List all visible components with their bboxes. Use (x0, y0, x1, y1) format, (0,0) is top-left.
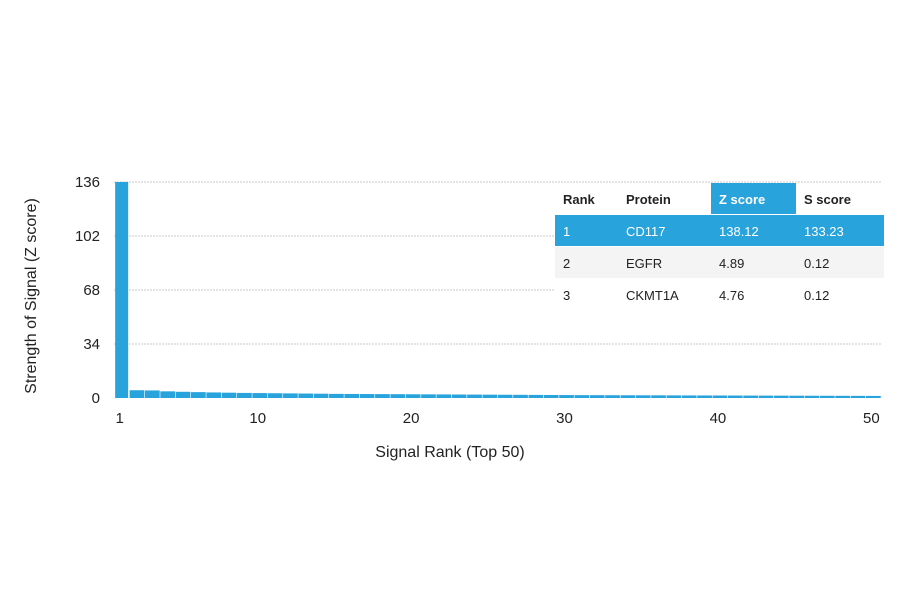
table-header-cell: Protein (626, 192, 671, 207)
table-cell: CKMT1A (626, 288, 679, 303)
x-tick-label: 50 (863, 410, 880, 427)
table-header-cell: S score (804, 192, 851, 207)
bar (129, 390, 145, 398)
bar (359, 394, 375, 398)
table-row (555, 215, 884, 246)
bar (144, 390, 160, 398)
bar (635, 395, 651, 398)
table-row (555, 247, 884, 278)
y-tick-label: 0 (92, 390, 100, 407)
score-table: Rank Protein Z score S score 1 CD117 138.12 133… (555, 183, 884, 310)
y-tick-label: 34 (83, 336, 100, 353)
table-cell: 4.76 (719, 288, 744, 303)
bar (375, 394, 390, 398)
bar (298, 393, 314, 398)
bar (451, 394, 467, 398)
x-tick-label: 30 (556, 410, 573, 427)
y-axis-title: Strength of Signal (Z score) (23, 198, 40, 394)
bar (743, 395, 758, 398)
table-cell: 0.12 (804, 288, 829, 303)
bar (405, 394, 421, 398)
table-header-highlight (711, 183, 796, 214)
bar (421, 394, 436, 398)
bar (252, 393, 268, 398)
bar (206, 392, 222, 398)
table-header-cell: Rank (563, 192, 596, 207)
bar (175, 391, 191, 398)
bar (773, 395, 789, 398)
bar (467, 394, 482, 398)
bar (283, 393, 298, 398)
y-tick-label: 136 (75, 174, 100, 191)
bar (850, 395, 866, 398)
bar (804, 395, 820, 398)
bar (543, 394, 559, 398)
bar (589, 395, 605, 398)
table-cell: 133.23 (804, 224, 844, 239)
x-tick-label: 20 (403, 410, 420, 427)
bar (605, 395, 620, 398)
x-tick-label: 40 (710, 410, 727, 427)
bar (221, 392, 237, 398)
table-cell: CD117 (626, 224, 666, 239)
table-cell: 1 (563, 224, 570, 239)
bar (344, 393, 360, 398)
table-cell: 0.12 (804, 256, 829, 271)
bar (313, 393, 329, 398)
y-tick-label: 68 (83, 282, 100, 299)
bar (865, 395, 881, 398)
table-cell: 2 (563, 256, 570, 271)
bar (559, 395, 574, 398)
bar (160, 391, 176, 398)
bars (115, 182, 881, 398)
bar (267, 393, 283, 398)
table-cell: 4.89 (719, 256, 744, 271)
bar (574, 395, 590, 398)
bar (329, 393, 344, 398)
bar (835, 395, 851, 398)
bar (497, 394, 513, 398)
bar (681, 395, 697, 398)
bar (482, 394, 498, 398)
table-cell: EGFR (626, 256, 662, 271)
bar (237, 392, 252, 398)
bar (651, 395, 666, 398)
bar (513, 394, 528, 398)
x-axis-title: Signal Rank (Top 50) (375, 444, 524, 461)
bar (727, 395, 743, 398)
table-row (555, 279, 884, 310)
table-header-cell: Z score (719, 192, 765, 207)
table-cell: 3 (563, 288, 570, 303)
x-tick-labels: 1 10 20 30 40 50 (115, 410, 879, 427)
x-tick-label: 10 (249, 410, 266, 427)
x-tick-label: 1 (115, 410, 123, 427)
bar (191, 392, 206, 398)
bar (819, 395, 835, 398)
y-tick-label: 102 (75, 228, 100, 245)
bar (712, 395, 728, 398)
bar (758, 395, 774, 398)
y-tick-labels: 0 34 68 102 136 (75, 174, 100, 407)
bar (620, 395, 636, 398)
bar (390, 394, 406, 398)
table-cell: 138.12 (719, 224, 759, 239)
bar (789, 395, 804, 398)
bar (666, 395, 682, 398)
bar (697, 395, 712, 398)
bar (115, 182, 129, 398)
bar (528, 394, 544, 398)
bar (436, 394, 452, 398)
